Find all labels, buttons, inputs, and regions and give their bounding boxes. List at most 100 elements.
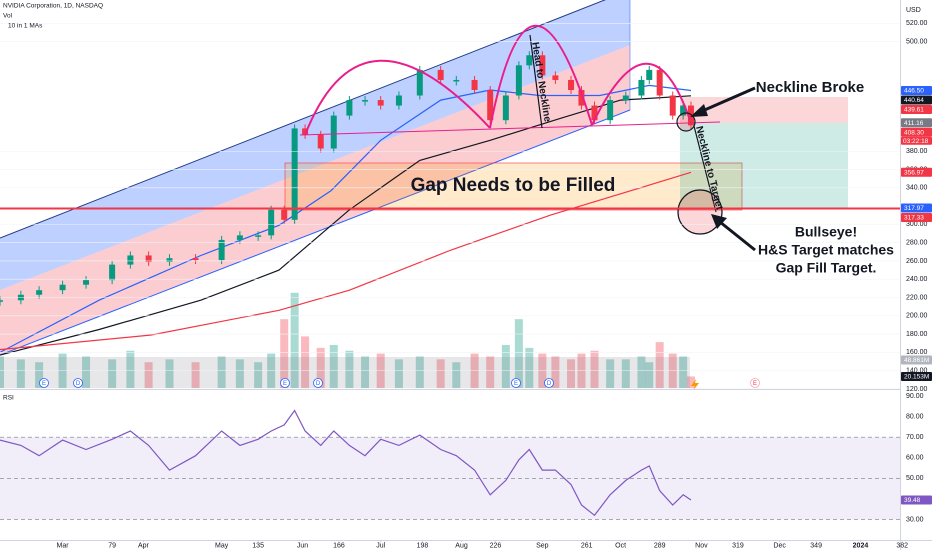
x-tick-label: Dec bbox=[773, 542, 786, 549]
x-tick-label: Oct bbox=[615, 542, 626, 549]
moving-average bbox=[0, 95, 692, 356]
candle-body bbox=[36, 290, 43, 295]
volume-bar bbox=[679, 356, 688, 388]
y-tick-label: 500.00 bbox=[906, 38, 928, 45]
candle-body bbox=[281, 209, 288, 220]
y-tick-label: 240.00 bbox=[906, 276, 928, 283]
arrow-neckline-broke bbox=[699, 86, 756, 114]
candle-body bbox=[687, 105, 694, 126]
candle-body bbox=[487, 90, 494, 121]
volume-bar bbox=[361, 356, 370, 388]
y-tick-label: 520.00 bbox=[906, 20, 928, 27]
x-tick-label: 226 bbox=[490, 542, 502, 549]
left-shoulder-arc bbox=[304, 59, 491, 136]
neckline bbox=[299, 121, 721, 136]
candle-body bbox=[526, 55, 533, 66]
candle-body bbox=[362, 100, 369, 102]
price-badge bbox=[901, 85, 932, 95]
arrow-bullseye bbox=[719, 220, 756, 252]
arrow-head bbox=[690, 104, 708, 117]
x-tick-label: Nov bbox=[695, 542, 708, 549]
price-badge-label: 317.33 bbox=[904, 214, 924, 221]
volume-bar bbox=[567, 359, 576, 388]
volume-bar bbox=[551, 356, 560, 388]
neckline-broke-annotation: Neckline Broke bbox=[756, 79, 864, 96]
rsi-tick-label: 30.00 bbox=[906, 516, 924, 523]
price-badge-label: 440.64 bbox=[904, 97, 924, 104]
candle-body bbox=[578, 90, 585, 106]
candle-body bbox=[552, 75, 559, 80]
x-tick-label: 289 bbox=[654, 542, 666, 549]
price-badge-label: 39.48 bbox=[904, 497, 921, 504]
candle-body bbox=[607, 100, 614, 121]
candle-body bbox=[145, 255, 152, 262]
volume-bar bbox=[394, 359, 403, 388]
y-tick-label: 220.00 bbox=[906, 294, 928, 301]
candle-body bbox=[680, 105, 687, 116]
event-label: D bbox=[547, 381, 552, 387]
event-label: D bbox=[316, 381, 321, 387]
candle-body bbox=[236, 235, 243, 240]
x-tick-label: 261 bbox=[581, 542, 593, 549]
moving-average bbox=[0, 171, 692, 351]
x-tick-label: 349 bbox=[810, 542, 822, 549]
rsi-tick-label: 80.00 bbox=[906, 413, 924, 420]
volume-bar bbox=[452, 362, 461, 388]
y-tick-label: 120.00 bbox=[906, 386, 928, 393]
x-tick-label: Mar bbox=[57, 542, 70, 549]
candle-body bbox=[255, 235, 262, 237]
volume-bar bbox=[126, 350, 135, 388]
y-tick-label: 280.00 bbox=[906, 240, 928, 247]
candle-body bbox=[453, 79, 460, 82]
y-tick-label: 140.00 bbox=[906, 367, 928, 374]
x-tick-label: 2024 bbox=[853, 542, 869, 549]
volume-bar bbox=[144, 362, 153, 388]
price-badge bbox=[901, 104, 932, 114]
volume-bar bbox=[686, 376, 695, 388]
bullseye-annotation: Bullseye! bbox=[795, 224, 857, 240]
x-tick-label: 135 bbox=[252, 542, 264, 549]
candle-body bbox=[656, 69, 663, 96]
neckline-to-target-line bbox=[693, 125, 717, 213]
volume-bar bbox=[191, 362, 200, 388]
price-badge-label: 446.50 bbox=[904, 87, 924, 94]
countdown-label: 03:22:18 bbox=[903, 138, 929, 145]
x-tick-label: Apr bbox=[138, 542, 150, 549]
volume-bar bbox=[415, 356, 424, 388]
candle-body bbox=[568, 79, 575, 91]
price-badge-label: 439.61 bbox=[904, 106, 924, 113]
volume-bar bbox=[217, 356, 226, 388]
candle-body bbox=[638, 79, 645, 96]
candle-body bbox=[0, 300, 3, 302]
price-badge-label: 411.16 bbox=[904, 120, 924, 127]
x-tick-label: Jun bbox=[297, 542, 308, 549]
event-marker bbox=[511, 378, 521, 388]
target-zone bbox=[680, 123, 848, 208]
price-badge-label: 356.97 bbox=[904, 169, 924, 176]
channel-bottom bbox=[0, 109, 631, 356]
volume-bar bbox=[514, 319, 523, 388]
candle-body bbox=[437, 69, 444, 80]
price-badge bbox=[901, 203, 932, 213]
y-tick-label: 340.00 bbox=[906, 185, 928, 192]
price-badge bbox=[901, 371, 932, 381]
rsi-line bbox=[0, 409, 692, 517]
price-badge-label: 20.153M bbox=[904, 373, 929, 380]
price-badge bbox=[901, 95, 932, 105]
x-tick-label: Sep bbox=[536, 542, 549, 549]
volume-label: Vol bbox=[3, 13, 13, 20]
candle-body bbox=[346, 100, 353, 116]
countdown-badge bbox=[901, 136, 932, 145]
price-badge bbox=[901, 355, 932, 365]
candle-body bbox=[471, 79, 478, 91]
x-tick-label: 166 bbox=[333, 542, 345, 549]
volume-bar bbox=[82, 356, 91, 388]
price-badge bbox=[901, 118, 932, 128]
price-badge-label: 48.861M bbox=[904, 357, 929, 364]
indicator-label: 10 in 1 MAs bbox=[8, 23, 43, 30]
x-tick-label: 382 bbox=[896, 542, 908, 549]
head-to-neckline-line bbox=[529, 34, 543, 129]
x-tick-label: 79 bbox=[108, 542, 116, 549]
